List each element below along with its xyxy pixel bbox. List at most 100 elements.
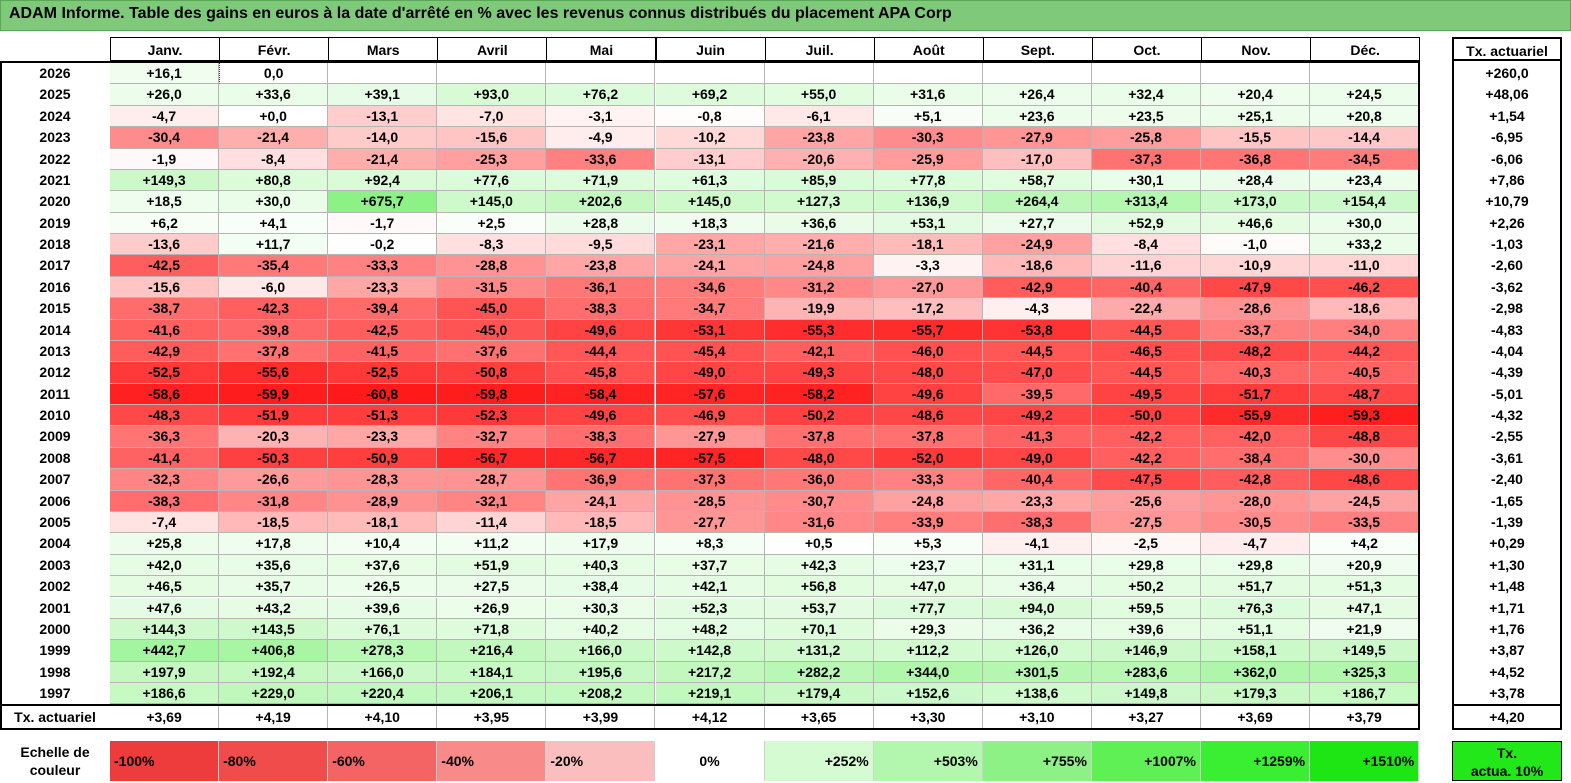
heatmap-cell: -4,7 — [110, 105, 220, 128]
year-label: 2018 — [39, 236, 71, 253]
heatmap-cell — [437, 63, 547, 85]
heatmap-cell: +52,9 — [1091, 212, 1201, 235]
heatmap-cell: -40,4 — [1091, 276, 1201, 299]
heatmap-cell: +144,3 — [110, 618, 220, 641]
annual-rate-cell: -2,55 — [1491, 428, 1523, 445]
heatmap-cell: -53,1 — [655, 319, 765, 341]
heatmap-cell: +17,8 — [219, 533, 329, 555]
heatmap-cell: +264,4 — [982, 191, 1092, 213]
annual-rate-cell: -6,95 — [1491, 129, 1523, 146]
heatmap-cell: +20,9 — [1310, 554, 1420, 577]
heatmap-cell: +158,1 — [1201, 640, 1311, 662]
heatmap-cell: -28,3 — [328, 469, 438, 491]
heatmap-cell: -44,4 — [546, 340, 656, 363]
heatmap-cell: +149,8 — [1091, 683, 1201, 705]
heatmap-cell: -24,9 — [982, 234, 1092, 256]
year-label: 2016 — [39, 278, 71, 295]
color-scale-step: -80% — [219, 741, 329, 781]
summary-cell: +3,99 — [546, 705, 656, 730]
heatmap-cell: +21,9 — [1310, 618, 1420, 641]
heatmap-cell: -55,6 — [219, 362, 329, 384]
color-scale-step: +1007% — [1091, 741, 1201, 781]
scale-label-line2: couleur — [29, 762, 81, 778]
heatmap-cell: -23,3 — [328, 426, 438, 448]
heatmap-cell: +37,6 — [328, 554, 438, 577]
heatmap-cell: -34,6 — [655, 276, 765, 299]
heatmap-cell: +186,6 — [110, 683, 220, 705]
heatmap-cell: -23,8 — [764, 127, 874, 149]
heatmap-cell: -45,8 — [546, 362, 656, 384]
heatmap-cell: -49,0 — [655, 362, 765, 384]
annual-rate-cell: +2,26 — [1489, 214, 1525, 231]
heatmap-cell: +55,0 — [764, 84, 874, 106]
heatmap-cell: +33,2 — [1310, 234, 1420, 256]
heatmap-cell: -49,5 — [1091, 383, 1201, 406]
year-label: 2002 — [39, 578, 71, 595]
heatmap-cell: +33,6 — [219, 84, 329, 106]
heatmap-cell: +4,2 — [1310, 533, 1420, 555]
heatmap-cell: -52,5 — [328, 362, 438, 384]
heatmap-cell: +179,3 — [1201, 683, 1311, 705]
heatmap-cell: -11,4 — [437, 511, 547, 534]
heatmap-cell: -38,4 — [1201, 447, 1311, 470]
heatmap-cell: -9,5 — [546, 234, 656, 256]
column-header-7: Août — [873, 37, 984, 61]
heatmap-cell: +143,5 — [219, 618, 329, 641]
heatmap-cell: -51,7 — [1201, 383, 1311, 406]
summary-row-label: Tx. actuariel — [14, 709, 96, 726]
summary-cell: +4,19 — [219, 705, 329, 730]
heatmap-cell: -37,3 — [1091, 148, 1201, 170]
heatmap-cell: -39,5 — [982, 383, 1092, 406]
heatmap-cell: -48,2 — [1201, 340, 1311, 363]
heatmap-cell: -13,1 — [328, 105, 438, 128]
heatmap-cell: -51,3 — [328, 405, 438, 427]
heatmap-cell: -48,6 — [873, 405, 983, 427]
heatmap-cell: -49,6 — [546, 405, 656, 427]
heatmap-cell: +37,7 — [655, 554, 765, 577]
heatmap-cell: -40,3 — [1201, 362, 1311, 384]
heatmap-cell: -58,2 — [764, 383, 874, 406]
heatmap-cell: -31,8 — [219, 490, 329, 512]
heatmap-cell: -18,6 — [982, 255, 1092, 277]
heatmap-cell: -8,4 — [219, 148, 329, 170]
heatmap-cell: -49,2 — [982, 405, 1092, 427]
heatmap-cell: +301,5 — [982, 661, 1092, 683]
heatmap-cell: -59,9 — [219, 383, 329, 406]
heatmap-cell: -28,9 — [328, 490, 438, 512]
heatmap-cell: -1,9 — [110, 148, 220, 170]
heatmap-cell — [546, 63, 656, 85]
heatmap-cell: -36,9 — [546, 469, 656, 491]
heatmap-cell: -34,0 — [1310, 319, 1420, 341]
heatmap-cell: -46,2 — [1310, 276, 1420, 299]
heatmap-cell: -48,8 — [1310, 426, 1420, 448]
year-label: 1999 — [39, 642, 71, 659]
heatmap-cell: -18,1 — [328, 511, 438, 534]
heatmap-cell: +58,7 — [982, 169, 1092, 192]
heatmap-cell — [1091, 63, 1201, 85]
annual-rate-cell: +48,06 — [1485, 86, 1529, 103]
heatmap-cell: -23,8 — [546, 255, 656, 277]
heatmap-cell: +26,9 — [437, 597, 547, 619]
heatmap-cell: +51,9 — [437, 554, 547, 577]
heatmap-cell: +51,3 — [1310, 576, 1420, 598]
heatmap-cell: -30,4 — [110, 127, 220, 149]
annual-rate-cell: -1,03 — [1491, 236, 1523, 253]
heatmap-cell: +217,2 — [655, 661, 765, 683]
heatmap-cell: +23,7 — [873, 554, 983, 577]
color-scale-step: +755% — [982, 741, 1092, 781]
heatmap-cell: +56,8 — [764, 576, 874, 598]
heatmap-cell: -18,5 — [219, 511, 329, 534]
heatmap-cell: +344,0 — [873, 661, 983, 683]
heatmap-cell: -23,3 — [328, 276, 438, 299]
annual-rate-cell: +1,48 — [1489, 578, 1525, 595]
year-label: 2011 — [39, 385, 71, 402]
heatmap-cell: +53,7 — [764, 597, 874, 619]
heatmap-cell: +28,4 — [1201, 169, 1311, 192]
column-header-6: Juil. — [764, 37, 875, 61]
column-header-2: Mars — [328, 37, 439, 61]
heatmap-cell: -28,6 — [1201, 298, 1311, 320]
summary-cell: +3,95 — [437, 705, 547, 730]
annual-rate-cell: -5,01 — [1491, 385, 1523, 402]
heatmap-cell — [982, 63, 1092, 85]
heatmap-cell: +24,5 — [1310, 84, 1420, 106]
